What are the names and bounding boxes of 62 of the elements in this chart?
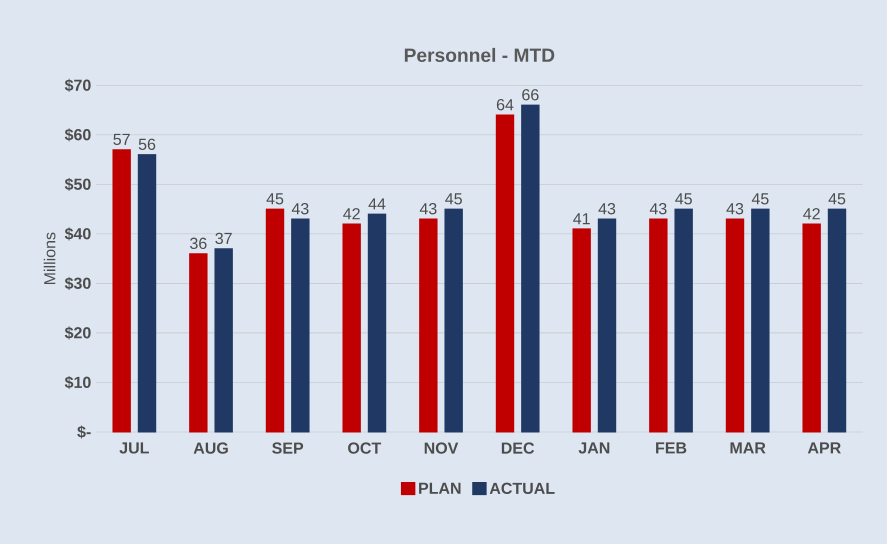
bar — [266, 208, 284, 433]
y-tick-label: $- — [77, 425, 91, 439]
data-label: 45 — [266, 193, 284, 204]
x-tick-label: NOV — [424, 442, 458, 454]
bar — [342, 223, 361, 433]
chart-title: Personnel - MTD — [404, 48, 554, 62]
bar — [598, 218, 616, 433]
bar — [828, 208, 846, 433]
data-label: 56 — [138, 138, 156, 150]
x-tick-label: MAR — [730, 442, 766, 454]
data-label: 43 — [726, 203, 744, 214]
data-label: 43 — [292, 203, 309, 214]
data-label: 45 — [828, 193, 846, 204]
bar — [189, 253, 208, 433]
bar — [726, 218, 744, 433]
bar — [138, 154, 156, 433]
data-label: 36 — [190, 238, 207, 249]
x-tick-label: JUL — [119, 442, 149, 454]
y-tick-label: $60 — [64, 128, 91, 142]
bar — [368, 214, 386, 433]
y-tick-label: $30 — [64, 276, 91, 290]
bar — [751, 208, 770, 433]
x-tick-label: OCT — [348, 442, 382, 454]
bar — [674, 208, 693, 433]
bar — [521, 104, 540, 433]
x-tick-label: AUG — [194, 442, 228, 454]
y-tick-label: $70 — [64, 78, 91, 92]
data-label: 66 — [522, 89, 539, 100]
y-tick-label: $10 — [64, 376, 91, 390]
data-label: 41 — [573, 213, 590, 224]
data-label: 42 — [803, 208, 820, 220]
bar — [419, 218, 438, 433]
bar — [802, 223, 821, 433]
bar — [291, 218, 310, 433]
legend-label: ACTUAL — [490, 482, 555, 494]
x-tick-label: APR — [808, 442, 841, 454]
y-tick-label: $50 — [64, 178, 91, 191]
data-label: 64 — [496, 99, 514, 110]
x-tick-label: JAN — [578, 442, 610, 454]
bar — [572, 228, 591, 433]
bar — [649, 218, 668, 433]
bar — [214, 248, 233, 433]
data-label: 45 — [445, 193, 462, 204]
bar — [496, 114, 514, 433]
legend-label: PLAN — [419, 482, 460, 494]
x-tick-label: SEP — [272, 442, 304, 454]
bar — [112, 149, 131, 433]
data-label: 45 — [752, 193, 769, 204]
y-axis-title: Millions — [44, 232, 56, 284]
data-label: 43 — [650, 203, 667, 214]
bar — [444, 208, 463, 433]
data-label: 43 — [598, 203, 616, 214]
y-tick-label: $20 — [64, 326, 91, 340]
data-label: 45 — [675, 193, 692, 204]
data-label: 43 — [420, 203, 437, 214]
x-tick-label: DEC — [502, 442, 534, 454]
data-label: 44 — [368, 198, 386, 210]
data-label: 37 — [215, 232, 232, 244]
data-label: 42 — [343, 208, 360, 220]
x-tick-label: FEB — [656, 442, 686, 454]
data-label: 57 — [113, 134, 130, 146]
y-tick-label: $40 — [64, 227, 91, 240]
